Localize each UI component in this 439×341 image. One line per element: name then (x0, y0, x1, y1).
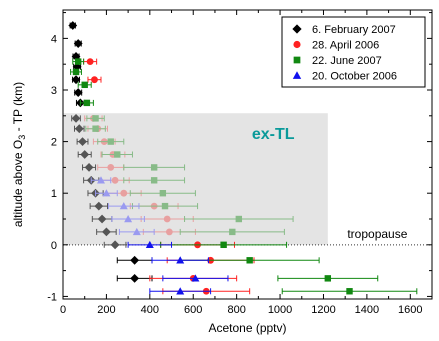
x-axis-title: Acetone (pptv) (208, 321, 286, 335)
data-point (80, 150, 90, 159)
x-tick-label: 400 (141, 304, 159, 316)
data-point (130, 255, 140, 265)
y-axis-title-subscript: 3 (17, 135, 27, 140)
data-point (114, 151, 121, 158)
tropopause-label: tropopause (347, 227, 407, 241)
legend-marker (293, 40, 301, 49)
data-point (102, 227, 111, 237)
data-point (111, 176, 119, 184)
data-point (346, 288, 353, 295)
data-point (81, 81, 88, 89)
data-point (191, 274, 200, 282)
legend-entry-label: 22. June 2007 (312, 55, 382, 67)
legend-entry-label: 28. April 2006 (312, 40, 379, 52)
y-tick-label: 3 (51, 85, 57, 97)
data-point (96, 176, 105, 184)
ex-tl-label: ex-TL (252, 126, 295, 143)
y-axis-title-tail: - TP (km) (11, 82, 25, 135)
data-point (102, 189, 111, 197)
x-tick-label: 1400 (355, 304, 379, 316)
data-point (161, 202, 169, 210)
x-tick-label: 1200 (311, 304, 335, 316)
legend-entry-label: 20. October 2006 (312, 71, 397, 83)
data-point (97, 214, 107, 224)
data-point (176, 256, 185, 264)
y-tick-label: -1 (47, 291, 57, 303)
data-point (78, 137, 87, 146)
data-point (159, 190, 167, 197)
legend-marker (292, 24, 302, 34)
data-point (246, 257, 253, 264)
data-point (92, 115, 99, 122)
x-tick-label: 800 (227, 304, 245, 316)
data-point (73, 88, 83, 97)
y-axis-title: altitude above O3 - TP (km) (11, 82, 27, 227)
legend-marker (292, 71, 302, 79)
data-point (84, 163, 94, 172)
data-point (74, 58, 82, 65)
y-tick-label: 4 (51, 33, 57, 45)
data-point (91, 76, 98, 84)
data-point (107, 164, 115, 171)
data-point (68, 21, 78, 30)
legend-entry-label: 6. February 2007 (312, 24, 396, 36)
data-point (110, 240, 120, 250)
data-point (235, 215, 243, 223)
legend-marker (293, 56, 301, 64)
legend-box (281, 16, 426, 88)
data-point (130, 273, 140, 283)
data-point (92, 125, 99, 132)
data-point (86, 58, 94, 66)
data-point (150, 177, 158, 184)
data-point (220, 241, 227, 249)
ex-tl-shaded-region (63, 113, 328, 245)
data-point (324, 275, 332, 282)
data-point (83, 99, 91, 107)
data-point (72, 68, 80, 76)
y-tick-label: 2 (51, 137, 57, 149)
data-point (124, 215, 133, 223)
data-point (132, 227, 141, 236)
x-tick-label: 600 (184, 304, 202, 316)
y-tick-label: 0 (51, 240, 57, 252)
data-point (74, 124, 84, 134)
data-point (145, 240, 154, 249)
y-tick-label: 1 (51, 188, 57, 200)
data-point (229, 228, 236, 236)
data-point (119, 202, 128, 210)
x-tick-label: 0 (60, 304, 66, 316)
data-point (94, 201, 104, 211)
data-point (120, 189, 128, 197)
series-1 (68, 21, 153, 283)
data-point (73, 39, 83, 48)
data-point (107, 138, 114, 145)
x-tick-label: 1000 (268, 304, 292, 316)
series-3 (70, 58, 418, 295)
y-axis-title-main: altitude above O (11, 140, 25, 227)
series-4 (90, 176, 229, 295)
x-tick-label: 200 (97, 304, 115, 316)
data-point (165, 228, 173, 236)
data-point (150, 164, 158, 171)
data-point (176, 287, 185, 295)
x-tick-label: 1600 (398, 304, 422, 316)
data-point (71, 113, 81, 123)
data-point (163, 215, 171, 223)
plot-frame (62, 9, 433, 300)
